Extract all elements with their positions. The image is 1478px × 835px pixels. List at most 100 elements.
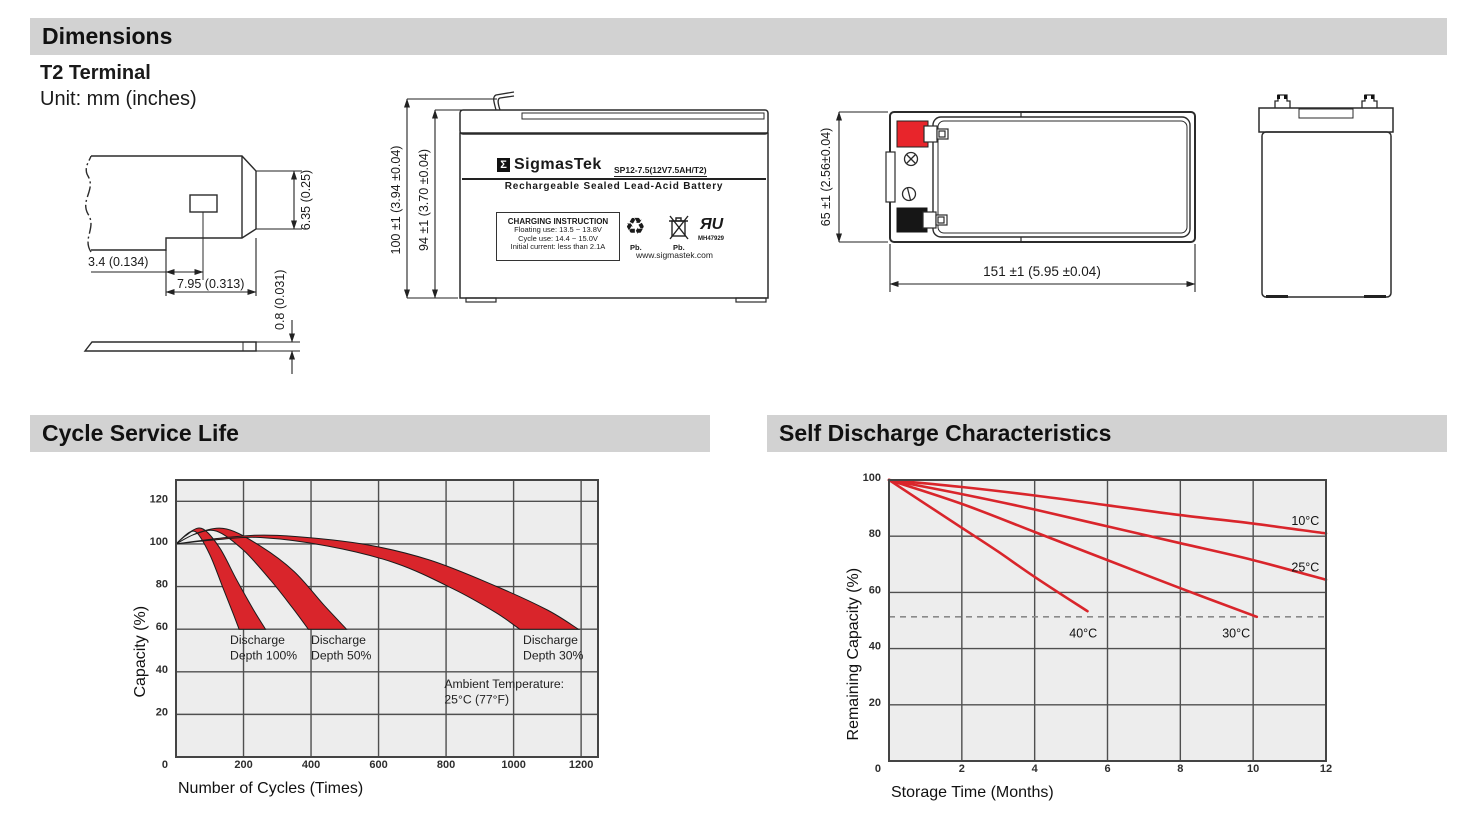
svg-text:Remaining Capacity (%): Remaining Capacity (%) [845, 568, 862, 741]
self-discharge-section-bar: Self Discharge Characteristics [767, 415, 1447, 452]
recycle-icon: ♻ [625, 213, 646, 239]
svg-text:Storage Time (Months): Storage Time (Months) [891, 784, 1054, 801]
unit-note: Unit: mm (inches) [40, 88, 197, 110]
positive-terminal-blade [923, 125, 949, 143]
end-body [1261, 131, 1392, 298]
band-Discharge Depth 100% [175, 527, 267, 630]
svg-text:200: 200 [234, 759, 252, 771]
svg-text:25°C: 25°C [1291, 560, 1319, 574]
band-Discharge Depth 30% [175, 534, 581, 630]
svg-text:12: 12 [1320, 763, 1332, 775]
svg-text:8: 8 [1177, 763, 1183, 775]
charging-line2: Cycle use: 14.4 ~ 15.0V [518, 233, 598, 243]
terminal-outline [91, 155, 257, 251]
svg-text:6: 6 [1104, 763, 1110, 775]
svg-text:Capacity (%): Capacity (%) [132, 606, 149, 698]
charging-line3: Initial current: less than 2.1A [510, 242, 606, 252]
svg-text:80: 80 [869, 528, 881, 540]
end-foot-left [1266, 295, 1288, 298]
svg-text:1000: 1000 [501, 759, 525, 771]
battery-lid [459, 109, 769, 135]
series-25°C [887, 478, 1328, 582]
foot-right [735, 297, 767, 303]
dim-top-length: 151 ±1 (5.95 ±0.04) [983, 264, 1101, 279]
svg-text:0: 0 [162, 759, 168, 771]
series-30°C [887, 478, 1259, 619]
screw-slot-icon [901, 186, 917, 202]
dim-tab-length: 7.95 (0.313) [177, 277, 244, 291]
cycle-service-life-chart: 200 400 600 800 1000 1200 0 20 40 60 80 100 120 Disch… [132, 479, 599, 797]
self-discharge-title: Self Discharge Characteristics [779, 420, 1112, 446]
svg-text:600: 600 [369, 759, 387, 771]
crossed-bin-icon [669, 215, 689, 240]
cycle-title: Cycle Service Life [42, 420, 239, 446]
terminal-detail-drawing [83, 155, 257, 352]
dim-top-height: 65 ±1 (2.56±0.04) [819, 128, 833, 227]
svg-text:60: 60 [156, 621, 168, 633]
end-lid-inset [1298, 108, 1354, 119]
svg-text:40: 40 [156, 664, 168, 676]
dim-height-overall: 100 ±1 (3.94 ±0.04) [389, 146, 403, 255]
ul-recognized-icon: ЯU [700, 216, 724, 233]
top-view-dimension-lines [836, 111, 1196, 292]
charging-line1: Floating use: 13.5 ~ 13.8V [514, 225, 602, 234]
terminal-dimension-lines [91, 170, 302, 374]
svg-text:100: 100 [150, 536, 168, 548]
model-number: SP12-7.5(12V7.5AH/T2) [614, 165, 707, 177]
top-view-drawing [885, 111, 1196, 243]
break-line [85, 155, 92, 253]
terminal-edge-view [83, 341, 257, 352]
terminal-curl [493, 91, 515, 111]
end-foot-right [1364, 295, 1386, 298]
charging-title: CHARGING INSTRUCTION [507, 217, 609, 226]
end-view-drawing [1258, 94, 1394, 298]
negative-terminal-blade [922, 211, 948, 229]
dim-thickness: 0.8 (0.031) [273, 270, 287, 330]
svg-text:100: 100 [863, 472, 881, 484]
svg-text:40: 40 [869, 641, 881, 653]
svg-text:Ambient Temperature:25°C (77°F: Ambient Temperature: 25°C (77°F) [444, 677, 564, 707]
screw-cross-icon [903, 151, 919, 167]
svg-text:0: 0 [875, 763, 881, 775]
svg-text:Number of Cycles (Times): Number of Cycles (Times) [178, 780, 363, 797]
svg-text:1200: 1200 [569, 759, 593, 771]
series-40°C [887, 478, 1089, 613]
positive-terminal-block [896, 120, 929, 148]
svg-text:2: 2 [959, 763, 965, 775]
svg-text:40°C: 40°C [1069, 626, 1097, 640]
dim-tab-offset: 3.4 (0.134) [88, 255, 148, 269]
terminal-curl2 [497, 95, 515, 111]
cycle-section-bar: Cycle Service Life [30, 415, 710, 452]
dimensions-title: Dimensions [42, 23, 173, 49]
battery-type-text: Rechargeable Sealed Lead-Acid Battery [504, 181, 724, 192]
svg-text:60: 60 [869, 584, 881, 596]
svg-text:30°C: 30°C [1222, 626, 1250, 640]
front-view-dimension-lines [404, 98, 497, 299]
website-text: www.sigmastek.com [636, 250, 713, 260]
recycle-pb-label: Pb. [630, 243, 642, 252]
svg-text:800: 800 [437, 759, 455, 771]
ul-file-number: MH47929 [698, 236, 725, 242]
bin-pb-label: Pb. [673, 243, 685, 252]
svg-text:4: 4 [1032, 763, 1039, 775]
svg-text:10: 10 [1247, 763, 1259, 775]
band-Discharge Depth 50% [175, 527, 348, 630]
terminal-type-heading: T2 Terminal [40, 62, 151, 84]
end-terminal-right [1361, 94, 1378, 108]
foot-left [465, 297, 497, 303]
front-view-drawing [459, 91, 769, 303]
sigma-logo: Σ [497, 158, 510, 172]
series-10°C [887, 478, 1328, 535]
brand-name: SigmasTek [514, 156, 602, 173]
svg-text:120: 120 [150, 493, 168, 505]
dim-tab-height: 6.35 (0.25) [299, 170, 313, 230]
svg-text:10°C: 10°C [1291, 514, 1319, 528]
dimensions-section-bar: Dimensions [30, 18, 1447, 55]
label-rule [462, 178, 766, 180]
svg-text:20: 20 [156, 706, 168, 718]
svg-text:20: 20 [869, 697, 881, 709]
terminal-hole [189, 194, 218, 213]
